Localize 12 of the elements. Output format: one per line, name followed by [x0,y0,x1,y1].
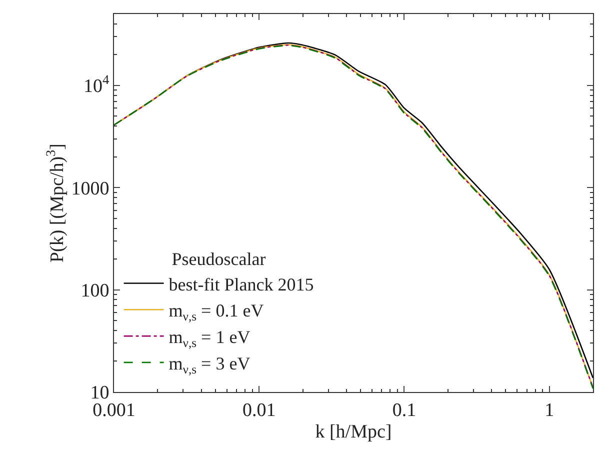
legend-label: m$_{ν,s}$ = 3 eV [168,353,250,376]
x-tick-label: 0.01 [242,400,276,421]
x-tick-label: 1 [544,400,554,421]
y-tick-label: 1000 [71,178,110,200]
x-axis-title: k [h/Mpc] [315,422,392,443]
legend-label: best-fit Planck 2015 [168,274,314,294]
legend-title: Pseudoscalar [172,249,266,270]
legend-label: m$_{ν,s}$ = 1 eV [168,327,250,350]
legend-label: m$_{ν,s}$ = 0.1 eV [168,300,264,324]
y-tick-label: 100 [80,280,110,302]
y-tick-label: 10$^{4}$ [84,72,110,98]
x-tick-label: 0.1 [392,400,416,421]
